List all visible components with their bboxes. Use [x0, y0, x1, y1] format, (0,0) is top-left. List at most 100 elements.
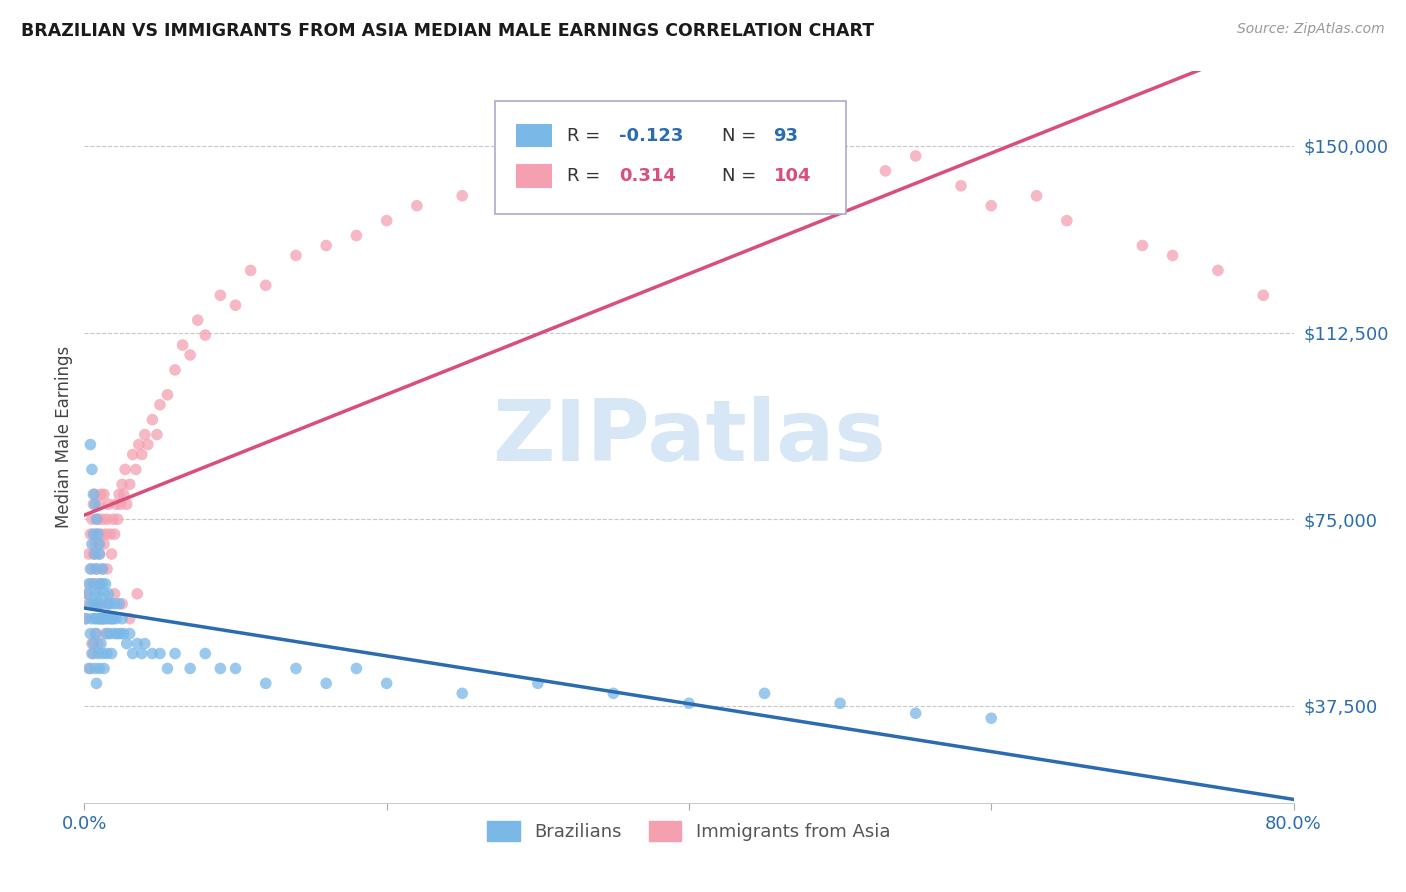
Text: Source: ZipAtlas.com: Source: ZipAtlas.com: [1237, 22, 1385, 37]
Point: [80, 562, 103, 576]
Point: [84, 612, 107, 626]
Point: [112, 487, 135, 501]
Point: [79, 577, 101, 591]
Point: [89, 547, 111, 561]
Point: [111, 477, 134, 491]
Point: [84, 537, 107, 551]
Point: [91, 612, 114, 626]
Point: [86, 562, 108, 576]
Text: N =: N =: [721, 127, 762, 145]
Point: [79, 661, 101, 675]
Point: [149, 647, 172, 661]
Point: [79, 562, 101, 576]
Point: [110, 497, 132, 511]
Point: [950, 178, 973, 193]
Point: [93, 487, 115, 501]
Point: [830, 149, 852, 163]
Point: [118, 626, 141, 640]
Point: [1056, 213, 1078, 227]
Point: [375, 213, 398, 227]
Point: [107, 512, 129, 526]
Point: [131, 448, 153, 462]
Point: [76, 587, 98, 601]
Point: [980, 711, 1002, 725]
Point: [1161, 248, 1184, 262]
Point: [141, 412, 163, 426]
Point: [89, 547, 111, 561]
Point: [104, 587, 127, 601]
Point: [980, 199, 1002, 213]
Point: [375, 676, 398, 690]
Point: [98, 626, 121, 640]
Point: [84, 661, 107, 675]
Point: [96, 562, 118, 576]
Point: [527, 199, 550, 213]
Point: [98, 597, 121, 611]
Point: [80, 462, 103, 476]
Point: [94, 577, 117, 591]
Point: [86, 597, 108, 611]
Point: [91, 612, 114, 626]
Point: [904, 149, 927, 163]
Point: [156, 661, 179, 675]
Point: [100, 612, 122, 626]
Point: [346, 228, 368, 243]
Text: R =: R =: [567, 127, 606, 145]
Point: [114, 462, 136, 476]
Point: [115, 497, 138, 511]
Point: [678, 696, 700, 710]
Point: [110, 626, 132, 640]
Point: [87, 587, 110, 601]
Point: [90, 487, 112, 501]
Point: [91, 562, 114, 576]
Point: [80, 636, 103, 650]
Point: [285, 661, 308, 675]
Point: [82, 527, 104, 541]
Y-axis label: Median Male Earnings: Median Male Earnings: [55, 346, 73, 528]
Point: [179, 348, 201, 362]
Text: R =: R =: [567, 167, 606, 185]
Point: [194, 647, 217, 661]
Point: [91, 512, 114, 526]
Point: [91, 562, 114, 576]
Point: [96, 647, 118, 661]
Point: [131, 647, 153, 661]
Point: [112, 626, 135, 640]
Point: [125, 462, 148, 476]
Point: [209, 288, 232, 302]
Point: [172, 338, 194, 352]
Point: [146, 427, 169, 442]
Point: [86, 597, 108, 611]
Point: [89, 577, 111, 591]
Point: [346, 661, 368, 675]
Point: [104, 527, 127, 541]
Point: [254, 278, 277, 293]
Point: [121, 647, 143, 661]
Point: [136, 437, 159, 451]
Point: [87, 527, 110, 541]
Point: [101, 512, 124, 526]
Point: [86, 527, 108, 541]
Text: ZIPatlas: ZIPatlas: [492, 395, 886, 479]
Point: [77, 597, 100, 611]
Point: [451, 188, 474, 202]
Point: [723, 164, 745, 178]
Point: [285, 248, 308, 262]
Point: [76, 587, 98, 601]
Point: [80, 647, 103, 661]
Point: [89, 597, 111, 611]
Point: [602, 164, 624, 178]
Point: [165, 647, 187, 661]
Point: [93, 587, 115, 601]
Point: [98, 527, 121, 541]
Point: [84, 587, 107, 601]
Point: [77, 661, 100, 675]
Point: [89, 497, 111, 511]
Point: [406, 199, 429, 213]
Point: [79, 527, 101, 541]
Point: [187, 313, 209, 327]
Point: [82, 487, 104, 501]
Point: [134, 636, 156, 650]
Point: [84, 497, 107, 511]
Point: [165, 363, 187, 377]
